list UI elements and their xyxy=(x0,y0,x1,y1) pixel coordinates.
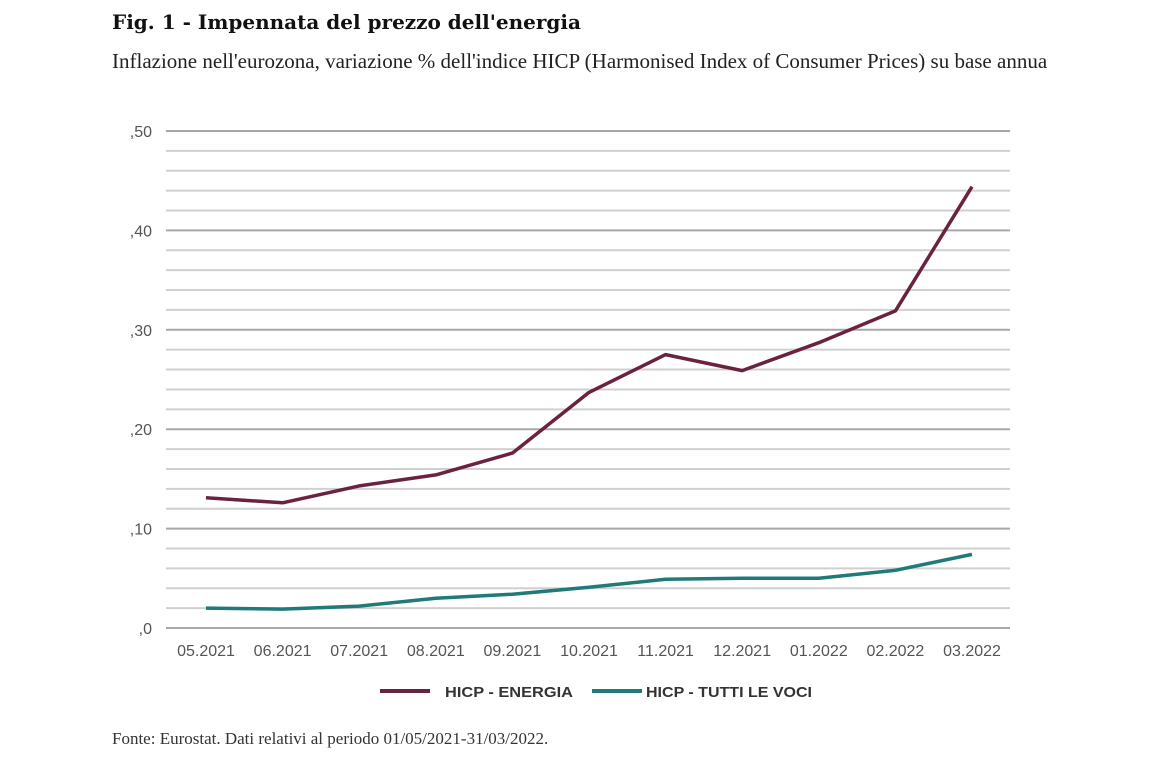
x-tick-label: 05.2021 xyxy=(177,643,235,660)
x-tick-label: 11.2021 xyxy=(637,643,694,660)
grid-lines xyxy=(166,130,1010,629)
figure-title: Fig. 1 - Impennata del prezzo dell'energ… xyxy=(112,10,581,34)
y-tick-label: ,0 xyxy=(139,621,152,638)
series-line xyxy=(205,552,973,611)
line-chart: ,0,10,20,30,40,50 05.2021 06.2021 07.2021 0… xyxy=(130,124,1010,701)
legend-label: HICP - ENERGIA xyxy=(445,684,573,701)
y-tick-label: ,20 xyxy=(130,422,152,439)
series-line xyxy=(205,185,974,505)
series-lines xyxy=(205,185,974,611)
x-tick-label: 03.2022 xyxy=(943,643,1001,660)
legend-label: HICP - TUTTI LE VOCI xyxy=(646,684,812,701)
figure-source: Fonte: Eurostat. Dati relativi al period… xyxy=(112,729,549,748)
x-tick-label: 08.2021 xyxy=(407,643,465,660)
x-axis-ticks: 05.2021 06.2021 07.2021 08.2021 09.2021 10.20… xyxy=(177,643,1001,660)
legend: HICP - ENERGIA HICP - TUTTI LE VOCI xyxy=(380,684,812,701)
x-tick-label: 06.2021 xyxy=(254,643,312,660)
y-tick-label: ,10 xyxy=(130,522,152,539)
x-tick-label: 09.2021 xyxy=(483,643,541,660)
figure-subtitle: Inflazione nell'eurozona, variazione % d… xyxy=(112,49,1048,73)
y-tick-label: ,30 xyxy=(130,323,152,340)
x-tick-label: 07.2021 xyxy=(330,643,388,660)
y-tick-label: ,50 xyxy=(130,124,152,141)
y-tick-label: ,40 xyxy=(130,223,152,240)
x-tick-label: 01.2022 xyxy=(790,643,848,660)
x-tick-label: 10.2021 xyxy=(560,643,618,660)
y-axis-ticks: ,0 ,10 ,20 ,30 ,40 ,50 xyxy=(130,124,152,638)
x-tick-label: 02.2022 xyxy=(866,643,924,660)
x-tick-label: 12.2021 xyxy=(713,643,771,660)
